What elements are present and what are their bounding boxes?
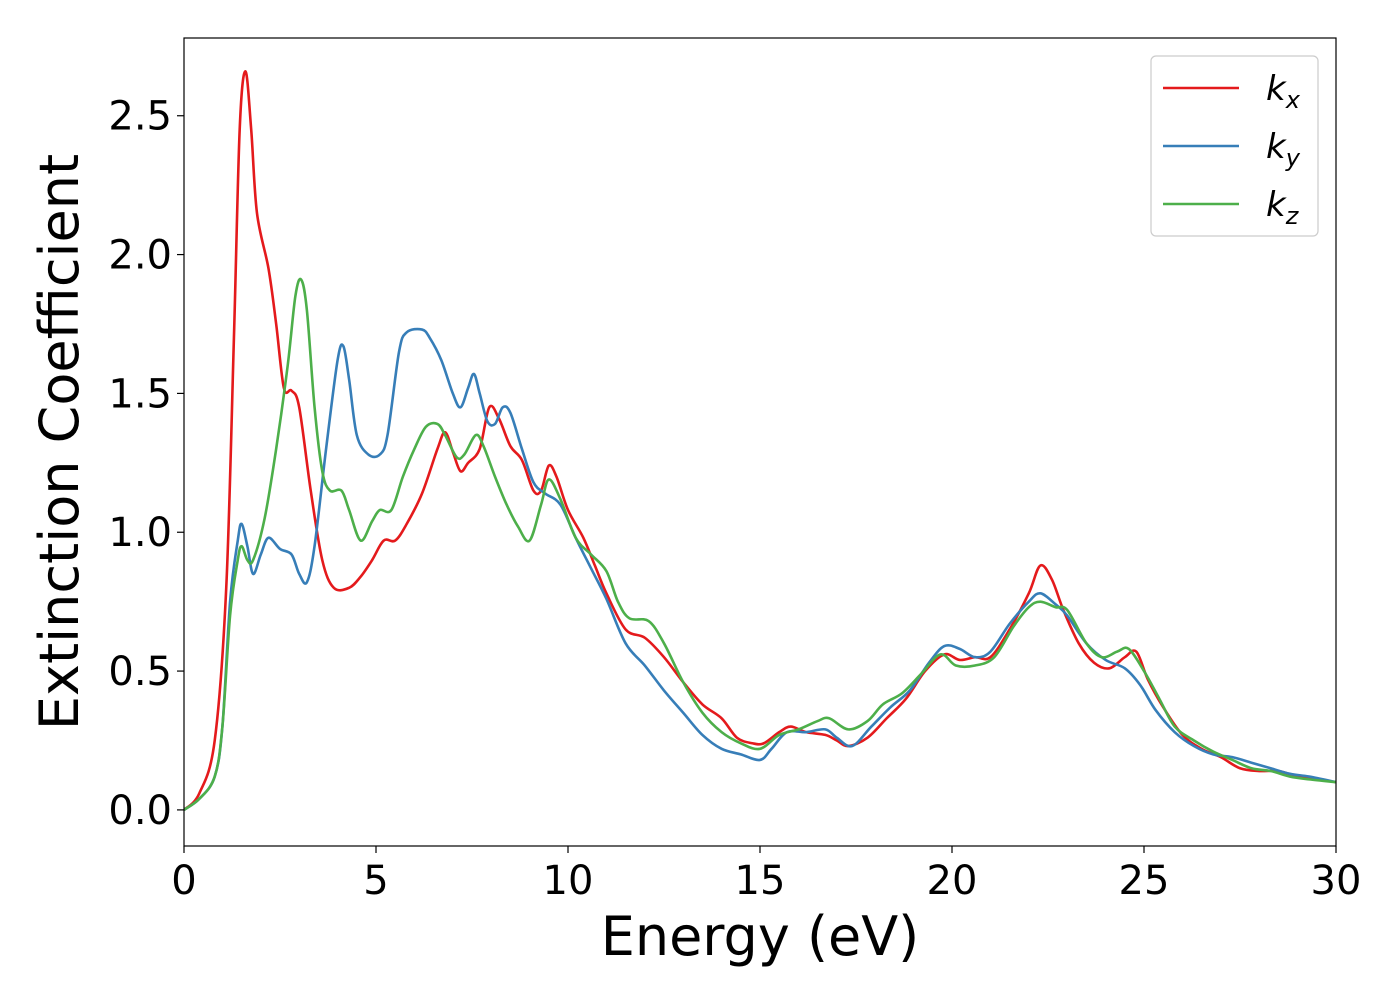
legend: kx ky kz — [1150, 55, 1319, 237]
x-axis-label: Energy (eV) — [601, 905, 920, 968]
series-layer — [184, 70, 1336, 811]
y-tick-label: 1.0 — [108, 510, 172, 556]
y-tick-label: 2.0 — [108, 233, 172, 279]
y-tick-label: 2.5 — [108, 94, 172, 140]
x-tick-label: 0 — [171, 858, 196, 904]
x-tick-label: 20 — [927, 858, 978, 904]
y-tick-label: 0.0 — [108, 788, 172, 834]
ticks-layer: 0 5 10 15 20 25 30 0.0 0.5 1.0 1.5 2.0 2.5 — [108, 94, 1361, 904]
x-tick-label: 5 — [363, 858, 388, 904]
y-axis-label: Extinction Coefficient — [28, 154, 91, 730]
x-tick-label: 25 — [1119, 858, 1170, 904]
x-tick-label: 30 — [1311, 858, 1362, 904]
legend-label-z: kz — [1266, 185, 1300, 230]
plot-frame — [183, 37, 1337, 847]
y-tick-label: 0.5 — [108, 649, 172, 695]
y-tick-label: 1.5 — [108, 371, 172, 417]
series-line-y — [184, 327, 1336, 811]
series-line-x — [184, 70, 1336, 811]
legend-label-x: kx — [1266, 69, 1301, 114]
series-line-z — [184, 277, 1336, 811]
x-tick-label: 15 — [735, 858, 786, 904]
x-tick-label: 10 — [543, 858, 594, 904]
legend-label-y: ky — [1266, 127, 1301, 172]
